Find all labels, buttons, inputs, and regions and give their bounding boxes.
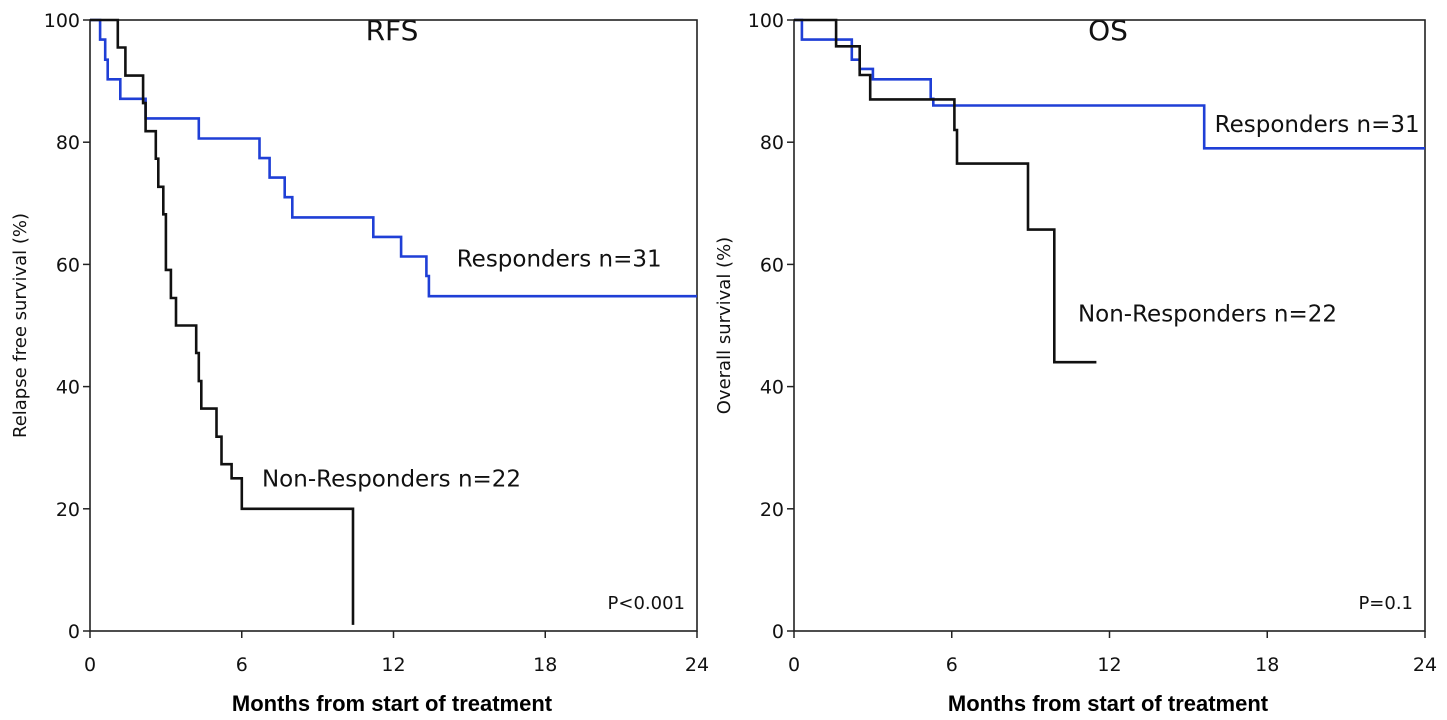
y-tick-label: 40 (56, 377, 80, 399)
x-tick-label: 24 (1413, 654, 1437, 676)
series-label-responders: Responders n=31 (457, 246, 662, 272)
p-value-annotation: P<0.001 (608, 593, 685, 614)
y-tick-label: 80 (56, 132, 80, 154)
y-axis-label: Overall survival (%) (714, 237, 735, 414)
y-axis-label: Relapse free survival (%) (10, 213, 31, 438)
x-tick-label: 6 (946, 654, 958, 676)
series-line-non-responders (794, 18, 1097, 364)
chart-title: RFS (366, 14, 419, 47)
chart-panel-rfs: RFS 0 20 40 60 80 100 0 6 12 18 24 Relapse free surv… (10, 10, 709, 716)
x-tick-label: 18 (1255, 654, 1279, 676)
x-tick-label: 18 (533, 654, 557, 676)
y-tick-label: 60 (56, 254, 80, 276)
y-tick-label: 20 (56, 499, 80, 521)
x-tick-label: 12 (381, 654, 405, 676)
series-label-non-responders: Non-Responders n=22 (1078, 301, 1337, 327)
x-axis-label: Months from start of treatment (232, 691, 553, 716)
y-tick-label: 20 (760, 499, 784, 521)
p-value-annotation: P=0.1 (1358, 593, 1413, 614)
x-tick-label: 0 (84, 654, 96, 676)
series-line-non-responders (90, 18, 355, 625)
x-tick-label: 24 (685, 654, 709, 676)
x-tick-label: 0 (788, 654, 800, 676)
y-tick-label: 40 (760, 377, 784, 399)
x-tick-label: 6 (236, 654, 248, 676)
y-tick-label: 80 (760, 132, 784, 154)
x-axis-label: Months from start of treatment (948, 691, 1269, 716)
series-label-non-responders: Non-Responders n=22 (262, 466, 521, 492)
chart-panel-os: OS 0 20 40 60 80 100 0 6 12 18 24 Overall survival (… (714, 10, 1437, 716)
y-tick-label: 100 (748, 10, 784, 32)
y-tick-label: 60 (760, 254, 784, 276)
y-tick-label: 0 (68, 621, 80, 643)
series-line-responders (90, 18, 697, 298)
y-tick-label: 0 (772, 621, 784, 643)
x-tick-label: 12 (1097, 654, 1121, 676)
y-tick-label: 100 (44, 10, 80, 32)
series-label-responders: Responders n=31 (1215, 112, 1420, 138)
chart-title: OS (1088, 14, 1128, 47)
